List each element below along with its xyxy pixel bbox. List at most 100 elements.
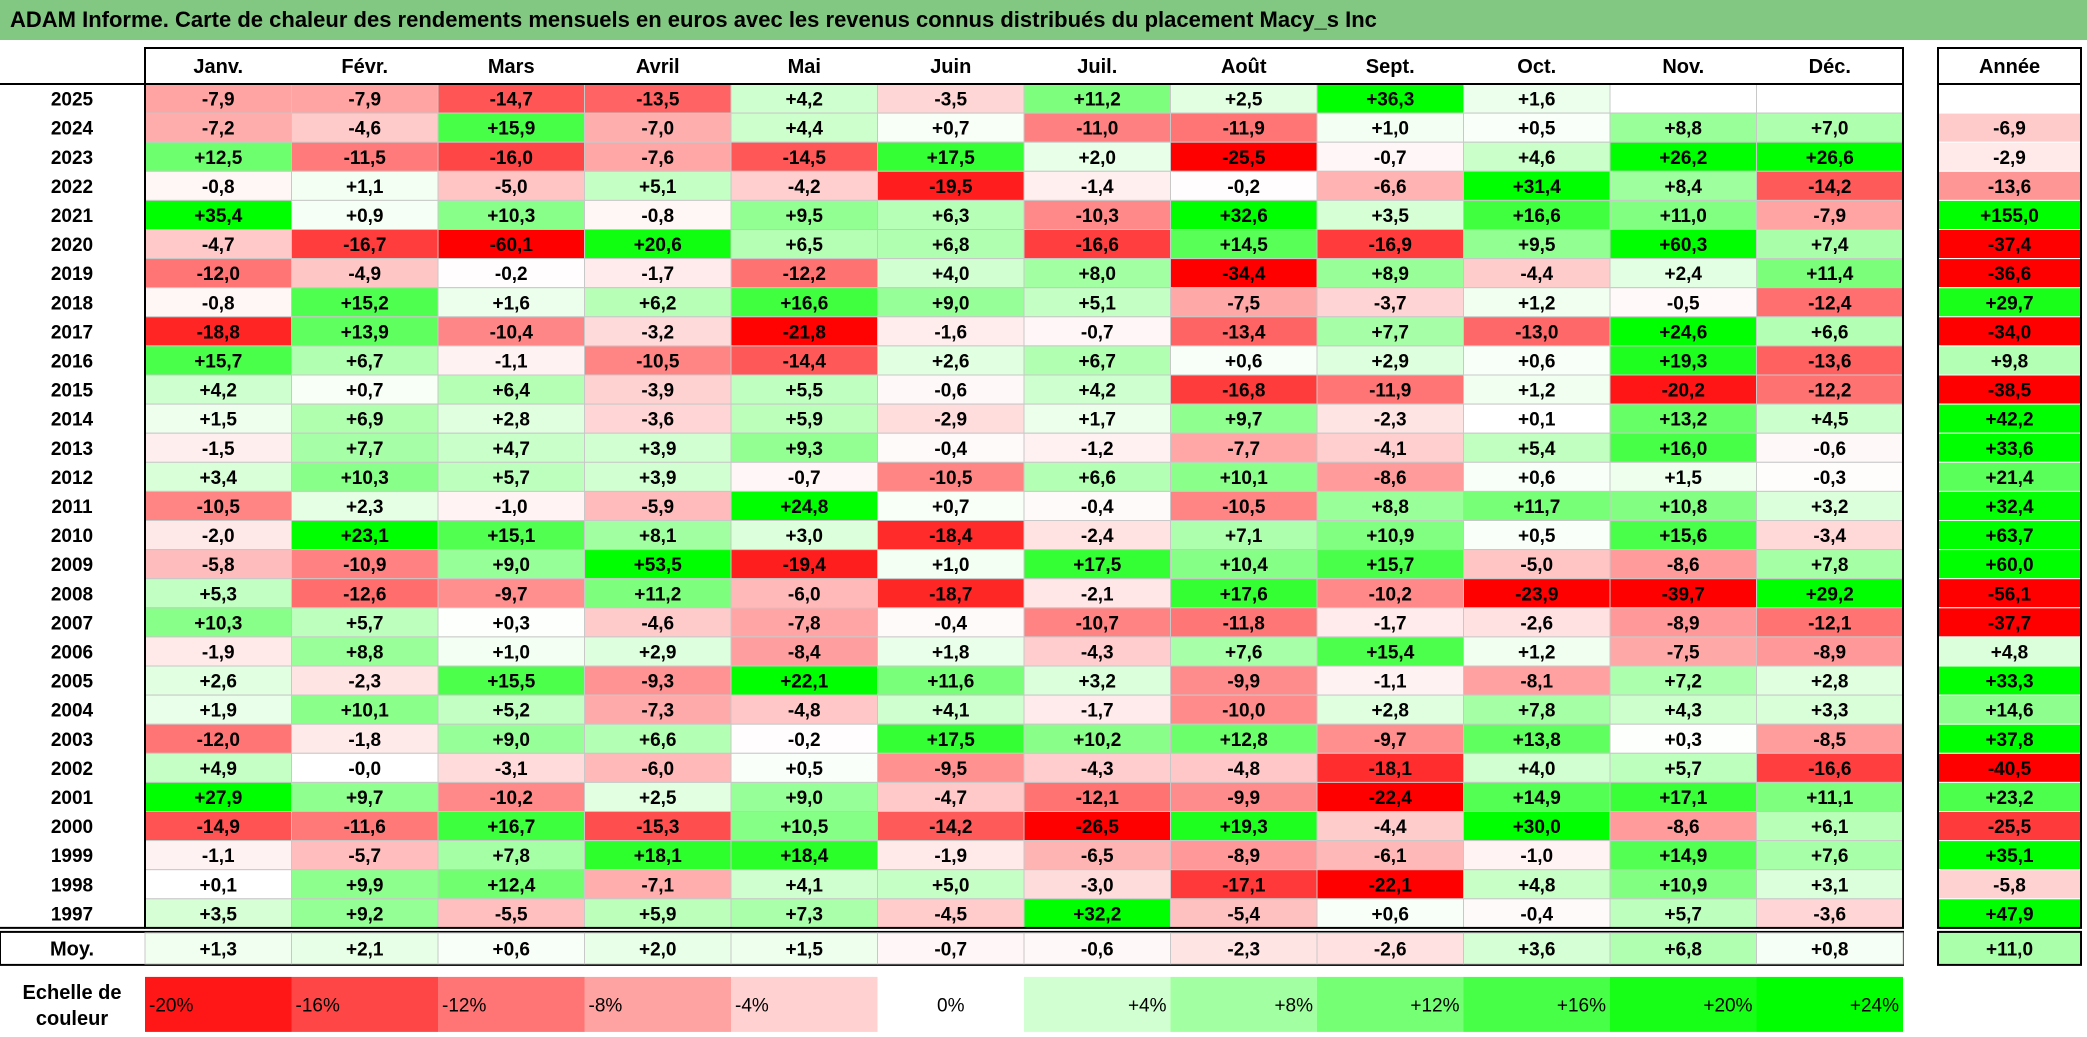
cell-value: -3,9 (641, 381, 674, 402)
annual-cell (1937, 287, 2082, 318)
annual-cell (1937, 549, 2082, 580)
heatmap-cell (584, 287, 732, 318)
cell-value: +0,7 (932, 119, 970, 140)
cell-value: -4,4 (1374, 817, 1407, 838)
cell-value: -1,4 (1081, 177, 1114, 198)
heatmap-cell (1756, 112, 1904, 143)
cell-value: +24,8 (780, 497, 828, 518)
heatmap-cell (1316, 665, 1464, 696)
cell-value: -8,1 (1520, 672, 1553, 693)
heatmap-cell (1609, 811, 1757, 842)
heatmap-cell (1609, 490, 1757, 521)
cell-value: +9,0 (932, 293, 970, 314)
year-label: 1997 (51, 904, 93, 925)
cell-value: +12,5 (194, 148, 243, 169)
cell-value: -1,1 (202, 846, 235, 867)
cell-value: -16,0 (490, 148, 533, 169)
cell-value: +1,0 (932, 555, 970, 576)
cell-value: +11,0 (1660, 206, 1707, 227)
cell-value: -11,5 (344, 148, 387, 169)
cell-value: +14,5 (1220, 235, 1269, 256)
average-cell (1756, 932, 1904, 965)
heatmap-cell (730, 461, 878, 492)
heatmap-cell (1170, 665, 1318, 696)
cell-value: +0,1 (1518, 410, 1556, 431)
heatmap-cell (584, 170, 732, 201)
cell-value: -22,1 (1369, 875, 1413, 896)
cell-value: -1,6 (934, 322, 967, 343)
cell-value: +3,9 (639, 439, 677, 460)
cell-value: -0,8 (641, 206, 674, 227)
cell-value: -8,9 (1813, 642, 1846, 663)
heatmap-cell (1023, 287, 1171, 318)
cell-value: -9,9 (1227, 788, 1260, 809)
month-header-11: Déc. (1809, 56, 1851, 78)
year-label: 2012 (51, 468, 93, 489)
cell-value: +2,9 (1371, 351, 1409, 372)
heatmap-cell (1609, 520, 1757, 551)
cell-value: -4,7 (202, 235, 235, 256)
cell-value: -16,6 (1076, 235, 1119, 256)
heatmap-cell (1316, 374, 1464, 405)
annual-value: +47,9 (1985, 904, 2033, 925)
average-value: -0,6 (1081, 939, 1114, 960)
cell-value: +2,6 (199, 672, 237, 693)
heatmap-cell (1170, 811, 1318, 842)
year-label: 2009 (51, 555, 93, 576)
cell-value: +7,3 (785, 904, 823, 925)
heatmap-cell (1756, 229, 1904, 260)
cell-value: +6,4 (492, 381, 530, 402)
cell-value: -0,6 (1813, 439, 1846, 460)
annual-value: +14,6 (1985, 701, 2033, 722)
heatmap-cell (1756, 752, 1904, 783)
cell-value: +13,8 (1513, 730, 1561, 751)
heatmap-cell (1316, 578, 1464, 609)
cell-value: +6,5 (785, 235, 823, 256)
cell-value: +11,2 (634, 584, 681, 605)
cell-value: -16,6 (1808, 759, 1851, 780)
heatmap-cell (144, 432, 292, 463)
year-label: 2007 (51, 613, 93, 634)
cell-value: +19,3 (1220, 817, 1268, 838)
heatmap-cell (1170, 229, 1318, 260)
heatmap-cell (437, 694, 585, 725)
heatmap-cell (1756, 869, 1904, 900)
heatmap-cell (1609, 461, 1757, 492)
year-label: 2019 (51, 264, 93, 285)
annual-value: +32,4 (1985, 497, 2034, 518)
heatmap-cell (1609, 432, 1757, 463)
annual-cell (1937, 316, 2082, 347)
cell-value: +17,5 (927, 148, 976, 169)
heatmap-cell (1463, 752, 1611, 783)
heatmap-cell (877, 403, 1025, 434)
cell-value: +0,7 (932, 497, 970, 518)
cell-value: -3,6 (1813, 904, 1846, 925)
cell-value: +9,3 (785, 439, 823, 460)
year-label: 2025 (51, 90, 94, 111)
average-value: +3,6 (1518, 939, 1556, 960)
cell-value: -15,3 (636, 817, 679, 838)
cell-value: -11,9 (1223, 119, 1265, 140)
heatmap-cell (730, 316, 878, 347)
heatmap-cell (584, 520, 732, 551)
cell-value: +1,2 (1518, 381, 1556, 402)
heatmap-cell (877, 112, 1025, 143)
cell-value: +18,4 (780, 846, 829, 867)
annual-value: +23,2 (1985, 788, 2033, 809)
cell-value: -3,1 (495, 759, 528, 780)
cell-value: +1,7 (1078, 410, 1116, 431)
heatmap-cell (1756, 170, 1904, 201)
heatmap-cell (877, 83, 1025, 114)
cell-value: -0,0 (348, 759, 381, 780)
heatmap-cell (584, 461, 732, 492)
cell-value: -0,2 (1227, 177, 1260, 198)
heatmap-cell (877, 170, 1025, 201)
average-label: Moy. (50, 938, 94, 960)
cell-value: -4,8 (788, 701, 821, 722)
cell-value: -10,5 (929, 468, 973, 489)
scale-swatch (1756, 976, 1903, 1032)
heatmap-cell (1170, 549, 1318, 580)
heatmap-cell (1023, 112, 1171, 143)
cell-value: +6,1 (1811, 817, 1849, 838)
cell-value: +8,4 (1664, 177, 1702, 198)
